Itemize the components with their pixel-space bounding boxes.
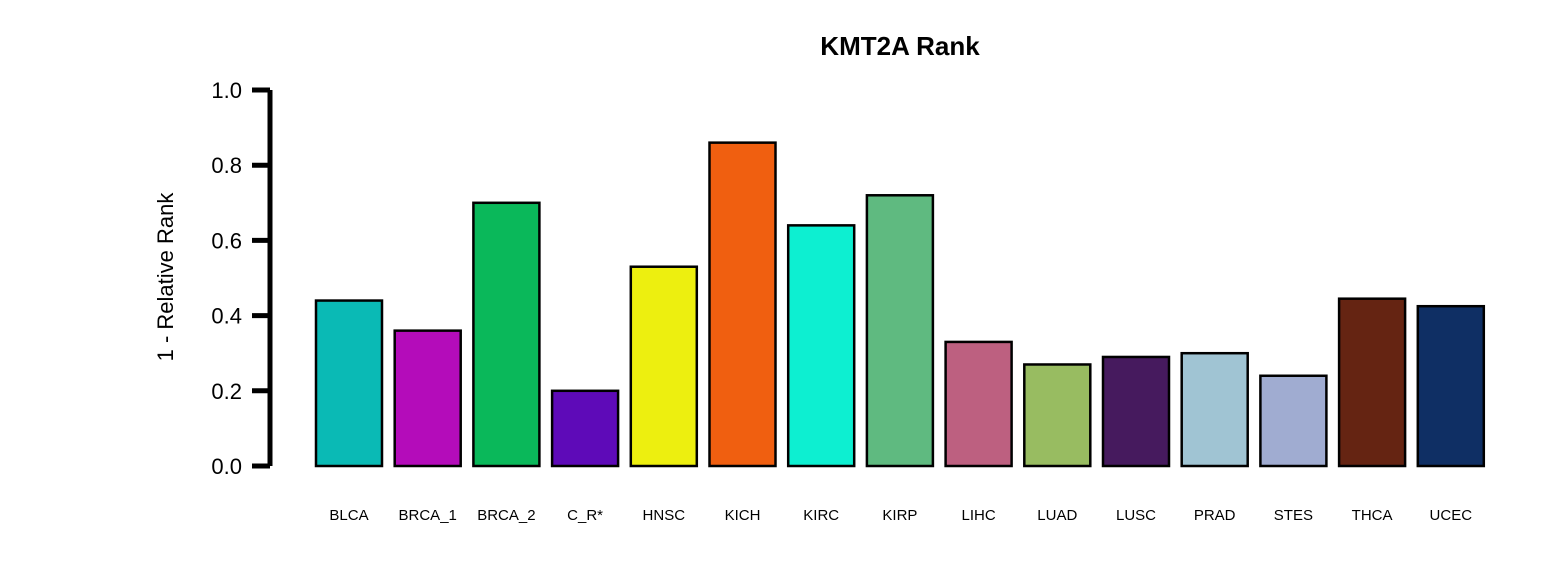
bar-lihc [944, 340, 1013, 468]
bar-lusc [1101, 355, 1171, 468]
bar-brca-2 [472, 201, 541, 468]
x-tick-label: C_R* [567, 507, 603, 524]
x-tick-label: KICH [725, 507, 761, 524]
y-tick-label: 1.0 [211, 78, 242, 103]
bar-ucec [1416, 304, 1486, 468]
x-tick-label: UCEC [1430, 507, 1473, 524]
bar-blca [314, 299, 384, 468]
y-tick-label: 0.8 [211, 153, 242, 178]
x-tick-label: BRCA_2 [477, 507, 535, 524]
x-tick-label: STES [1274, 507, 1313, 524]
chart-title: KMT2A Rank [820, 31, 980, 61]
y-tick-label: 0.0 [211, 454, 242, 479]
x-tick-label: LUAD [1037, 507, 1077, 524]
y-tick-label: 0.4 [211, 304, 242, 329]
x-tick-label: LUSC [1116, 507, 1156, 524]
x-tick-label: PRAD [1194, 507, 1236, 524]
bar-luad [1023, 363, 1092, 468]
bars-group [314, 141, 1486, 468]
bar-kich [708, 141, 777, 468]
y-tick-label: 0.2 [211, 379, 242, 404]
bar-kirc [786, 224, 856, 468]
x-tick-label: BRCA_1 [399, 507, 457, 524]
bar-brca-1 [393, 329, 462, 468]
x-axis-tick-labels: BLCA BRCA_1 BRCA_2 C_R* HNSC KICH KIRC KIRP LIHC… [329, 507, 1472, 524]
y-axis-label: 1 - Relative Rank [153, 192, 178, 362]
bar-c-r [550, 389, 620, 468]
bar-thca [1337, 297, 1407, 468]
bar-prad [1180, 351, 1249, 468]
x-tick-label: KIRP [882, 507, 917, 524]
x-tick-label: KIRC [803, 507, 839, 524]
x-tick-label: THCA [1352, 507, 1393, 524]
bar-stes [1259, 374, 1328, 468]
bar-hnsc [629, 265, 699, 468]
x-tick-label: BLCA [329, 507, 368, 524]
x-tick-label: LIHC [962, 507, 996, 524]
x-tick-label: HNSC [643, 507, 686, 524]
y-axis: 0.0 0.2 0.4 0.6 0.8 1.0 [211, 78, 273, 479]
bar-kirp [865, 194, 935, 468]
y-tick-label: 0.6 [211, 228, 242, 253]
